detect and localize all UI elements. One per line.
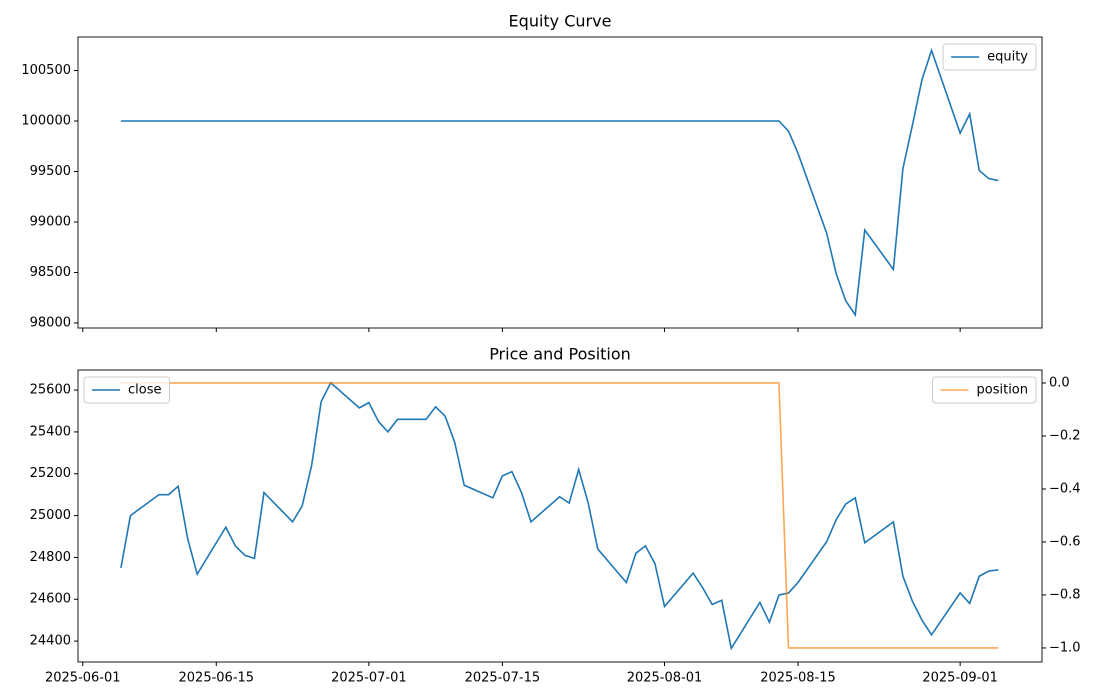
chart-title: Equity Curve [509, 12, 612, 31]
y-tick-label: 99000 [30, 214, 71, 229]
legend-label: position [977, 383, 1029, 398]
axes-frame [77, 36, 1043, 329]
y-tick-label: 100000 [21, 114, 71, 129]
legend-box [83, 376, 170, 404]
legend-box [942, 43, 1037, 71]
legend-label: close [128, 383, 161, 398]
x-tick-label: 2025-06-15 [179, 671, 255, 686]
y-tick-label: 24400 [30, 634, 71, 649]
y-tick-label: 98500 [30, 265, 71, 280]
x-tick-label: 2025-08-01 [627, 671, 703, 686]
legend-box [932, 376, 1037, 404]
y-tick-label: 24600 [30, 592, 71, 607]
chart-title: Price and Position [489, 345, 631, 364]
x-tick-label: 2025-06-01 [45, 671, 121, 686]
y-tick-label: 25600 [30, 383, 71, 398]
series-line [120, 381, 999, 651]
y-tick-label: 25400 [30, 424, 71, 439]
x-tick-label: 2025-07-01 [331, 671, 407, 686]
y-tick-label: 98000 [30, 315, 71, 330]
y-tick-label: 25200 [30, 466, 71, 481]
x-tick-label: 2025-08-15 [760, 671, 836, 686]
y2-tick-label: −0.8 [1049, 587, 1081, 602]
y2-tick-label: 0.0 [1049, 375, 1070, 390]
y2-tick-label: −1.0 [1049, 640, 1081, 655]
legend-label: equity [987, 50, 1028, 65]
y-tick-label: 100500 [21, 63, 71, 78]
axes-frame [77, 369, 1043, 663]
y-tick-label: 99500 [30, 164, 71, 179]
series-line [120, 382, 999, 649]
y2-tick-label: −0.6 [1049, 534, 1081, 549]
y2-tick-label: −0.4 [1049, 481, 1081, 496]
x-tick-label: 2025-07-15 [465, 671, 541, 686]
series-line [120, 47, 999, 318]
y-tick-label: 24800 [30, 550, 71, 565]
y2-tick-label: −0.2 [1049, 428, 1081, 443]
y-tick-label: 25000 [30, 508, 71, 523]
x-tick-label: 2025-09-01 [922, 671, 998, 686]
